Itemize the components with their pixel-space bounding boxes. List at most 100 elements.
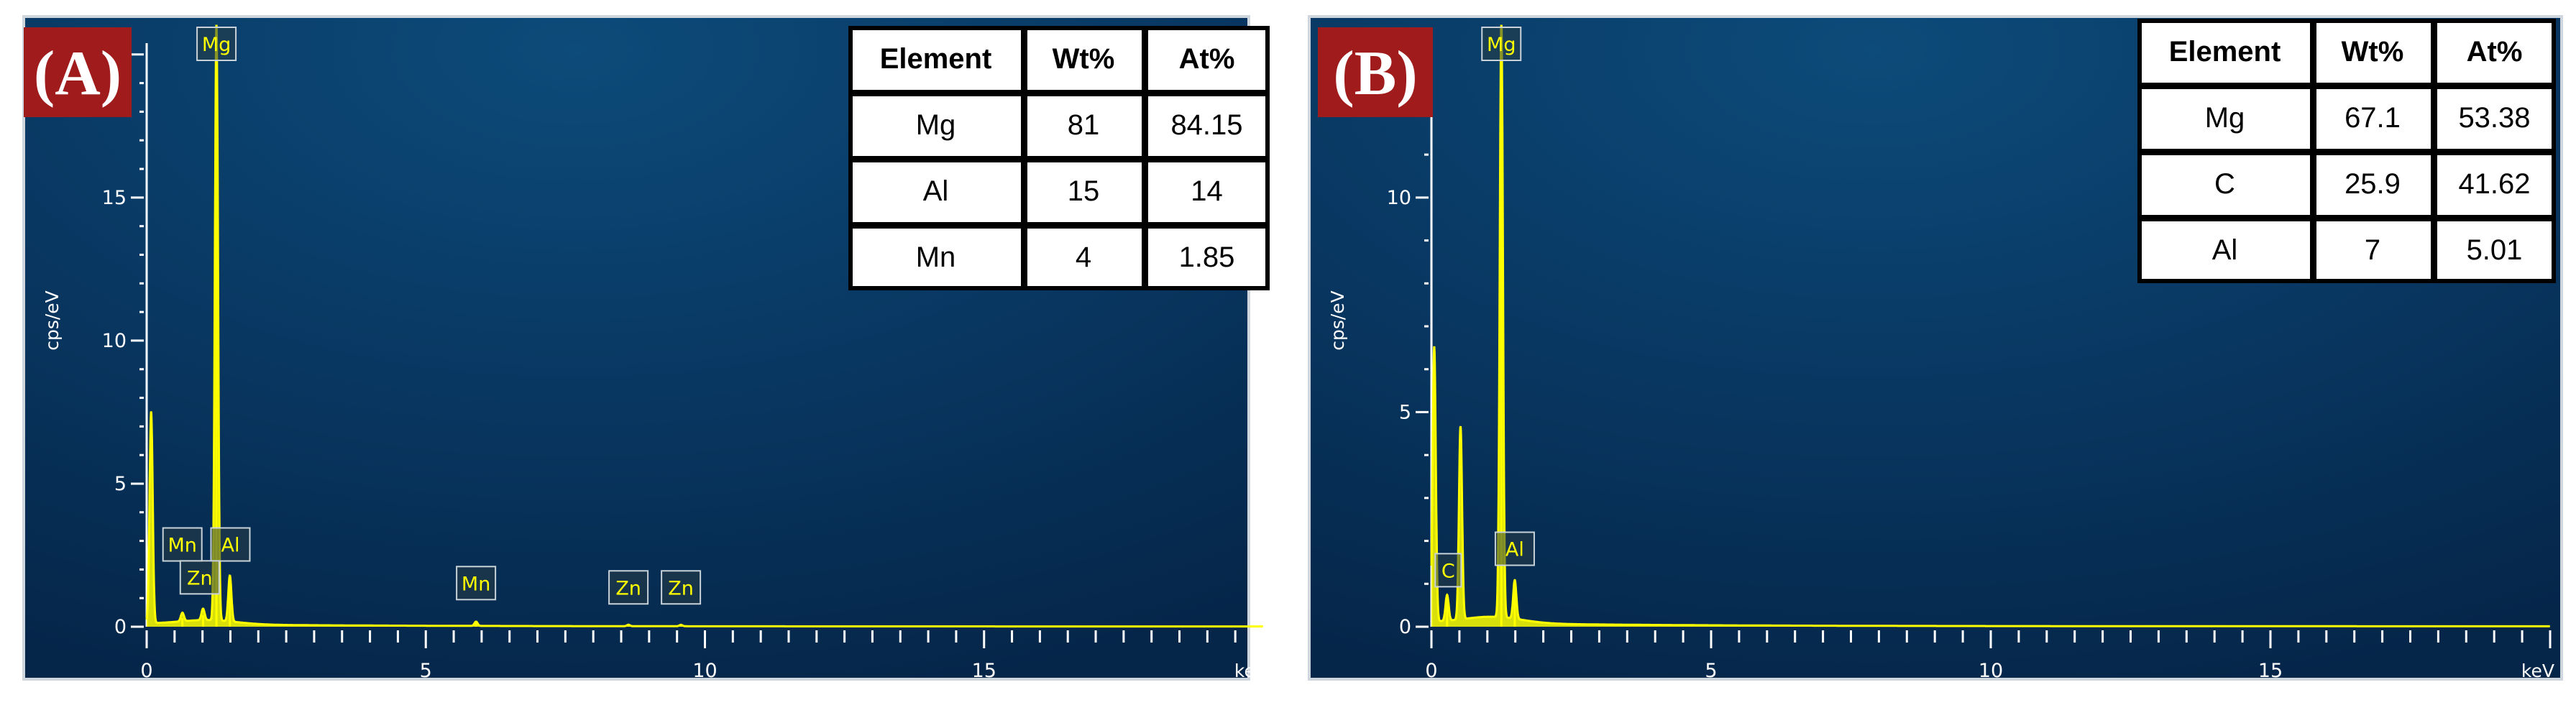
panel-label-badge — [1318, 27, 1433, 117]
peak-label-text: Al — [1505, 539, 1524, 561]
peak-label-text: Mn — [168, 535, 196, 557]
table-cell — [853, 162, 1021, 222]
x-tick-label: 5 — [1705, 660, 1717, 682]
table-header-text: At% — [1179, 43, 1235, 75]
table-header-text: Element — [880, 43, 992, 75]
table-cell — [1148, 229, 1265, 286]
peak-label-text: Zn — [187, 567, 213, 589]
table-cell-text: Mg — [2205, 102, 2245, 134]
y-axis-title: cps/eV — [42, 290, 63, 351]
peak-label-text: Zn — [668, 577, 694, 599]
table-cell-text: Al — [2212, 234, 2238, 266]
table-cell — [853, 96, 1021, 156]
panel-label: (B) — [1333, 39, 1417, 109]
table-header-cell — [2142, 23, 2310, 83]
table-cell-text: 25.9 — [2344, 168, 2401, 200]
table-cell-text: C — [2214, 168, 2235, 200]
y-tick-label: 5 — [114, 473, 127, 495]
table-header-cell — [1148, 30, 1265, 90]
table-cell-text: 41.62 — [2458, 168, 2530, 200]
x-tick-label: 5 — [420, 660, 432, 682]
table-cell — [2437, 155, 2552, 215]
peak-label: Mg — [196, 27, 237, 61]
table-cell-text: 1.85 — [1179, 241, 1235, 273]
x-axis-title: keV — [1234, 661, 1268, 681]
table-cell — [2316, 89, 2431, 149]
peak-label-text: Mn — [462, 573, 490, 595]
table-cell — [2316, 221, 2431, 279]
x-tick-label: 15 — [2258, 660, 2283, 682]
table-cell — [2142, 221, 2310, 279]
peak-label: Mn — [162, 527, 203, 562]
table-cell-text: 4 — [1076, 241, 1091, 273]
panel-label-badge — [24, 27, 132, 117]
table-cell — [2437, 89, 2552, 149]
table-header-cell — [2316, 23, 2431, 83]
x-tick-label: 0 — [1425, 660, 1437, 682]
y-tick-label: 15 — [102, 187, 127, 209]
peak-label-box — [179, 560, 220, 595]
table-cell-text: 53.38 — [2458, 102, 2530, 134]
table-cell — [1027, 96, 1142, 156]
table-cell-text: Mg — [916, 109, 956, 141]
y-tick-label: 10 — [1387, 187, 1411, 209]
y-axis-title: cps/eV — [1327, 290, 1348, 351]
table-cell — [2316, 155, 2431, 215]
peak-label-text: Mg — [1487, 34, 1516, 56]
peak-label-box — [456, 566, 497, 601]
peak-label-box — [661, 570, 702, 605]
peak-label: Mg — [1481, 27, 1522, 61]
table-cell — [2142, 155, 2310, 215]
peak-label: Al — [1494, 531, 1535, 566]
peak-label-box — [196, 27, 237, 61]
table-cell-text: Mn — [916, 241, 956, 273]
peak-label: Zn — [608, 570, 649, 605]
composition-table: Element Wt% At% Mg 81 84.15 Al 15 14 Mn 4 1.85 — [848, 26, 1270, 290]
y-tick-label: 5 — [1399, 401, 1411, 423]
panel-a: 0 5 10 15 0 5 10 15 keV cps/eV Mg Mn Al Zn Mn Zn Zn (A) El… — [22, 15, 1270, 682]
table-cell — [2437, 221, 2552, 279]
table-header-cell — [1027, 30, 1142, 90]
peak-label-text: Zn — [615, 577, 641, 599]
peak-label: C — [1434, 553, 1462, 588]
x-axis-title: keV — [2521, 661, 2554, 681]
table-cell-text: 7 — [2365, 234, 2380, 266]
x-tick-label: 10 — [692, 660, 717, 682]
peak-label-box — [1481, 27, 1522, 61]
peak-label-box — [210, 527, 251, 562]
table-cell-text: 84.15 — [1170, 109, 1242, 141]
peak-label: Mn — [456, 566, 497, 601]
peak-label: Zn — [661, 570, 702, 605]
y-tick-label: 10 — [102, 330, 127, 352]
peak-label-text: C — [1441, 560, 1455, 582]
table-header-text: At% — [2467, 36, 2523, 68]
table-cell-text: Al — [923, 175, 949, 207]
table-cell — [1148, 96, 1265, 156]
table-header-cell — [853, 30, 1021, 90]
peak-label: Al — [210, 527, 251, 562]
table-header-text: Wt% — [1053, 43, 1115, 75]
composition-table: Element Wt% At% Mg 67.1 53.38 C 25.9 41.62 Al 7 5.0… — [2137, 19, 2556, 283]
peak-label-box — [162, 527, 203, 562]
table-cell-text: 81 — [1068, 109, 1100, 141]
table-cell — [853, 229, 1021, 286]
table-cell — [1148, 162, 1265, 222]
table-header-cell — [2437, 23, 2552, 83]
spectrum-line — [145, 24, 1263, 628]
table-cell — [1027, 229, 1142, 286]
table-cell-text: 15 — [1068, 175, 1100, 207]
spectrum-line — [1430, 24, 2550, 627]
peak-label-box — [1434, 553, 1462, 588]
peak-label-text: Mg — [202, 34, 231, 56]
peak-label: Zn — [179, 560, 220, 595]
y-tick-label: 0 — [114, 616, 127, 638]
y-tick-label: 0 — [1399, 616, 1411, 638]
x-tick-label: 0 — [140, 660, 152, 682]
panel-label: (A) — [34, 39, 122, 109]
panel-b: 0 5 10 0 5 10 15 keV cps/eV Mg C Al (B) Element Wt% At%… — [1308, 15, 2563, 682]
table-header-text: Wt% — [2342, 36, 2404, 68]
peak-label-box — [608, 570, 649, 605]
table-cell-text: 5.01 — [2467, 234, 2523, 266]
table-header-text: Element — [2169, 36, 2281, 68]
